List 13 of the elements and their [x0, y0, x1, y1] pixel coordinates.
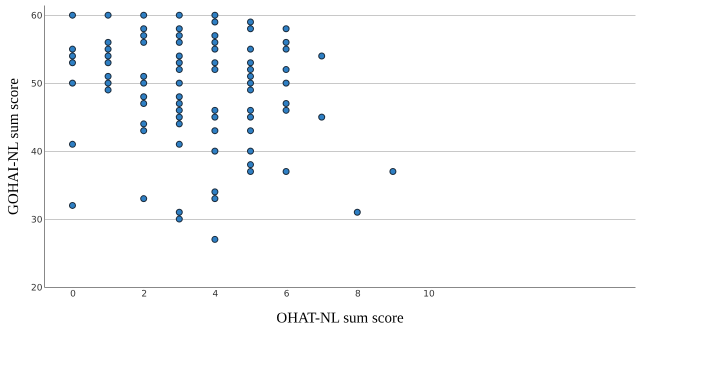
y-tick-label: 30: [31, 216, 43, 226]
x-tick-label: 2: [141, 290, 148, 300]
y-tick-label: 60: [31, 12, 43, 22]
y-tick-label: 40: [31, 148, 43, 158]
x-tick-label: 8: [354, 290, 361, 300]
y-tick-label: 50: [31, 80, 43, 90]
x-tick-label: 10: [423, 290, 436, 300]
x-axis-title: OHAT-NL sum score: [276, 310, 404, 326]
y-axis-title: GOHAI-NL sum score: [6, 78, 22, 215]
x-tick-label: 0: [70, 290, 76, 300]
x-tick-label: 4: [212, 290, 219, 300]
y-tick-label: 20: [31, 284, 43, 294]
x-tick-label: 6: [284, 290, 290, 300]
